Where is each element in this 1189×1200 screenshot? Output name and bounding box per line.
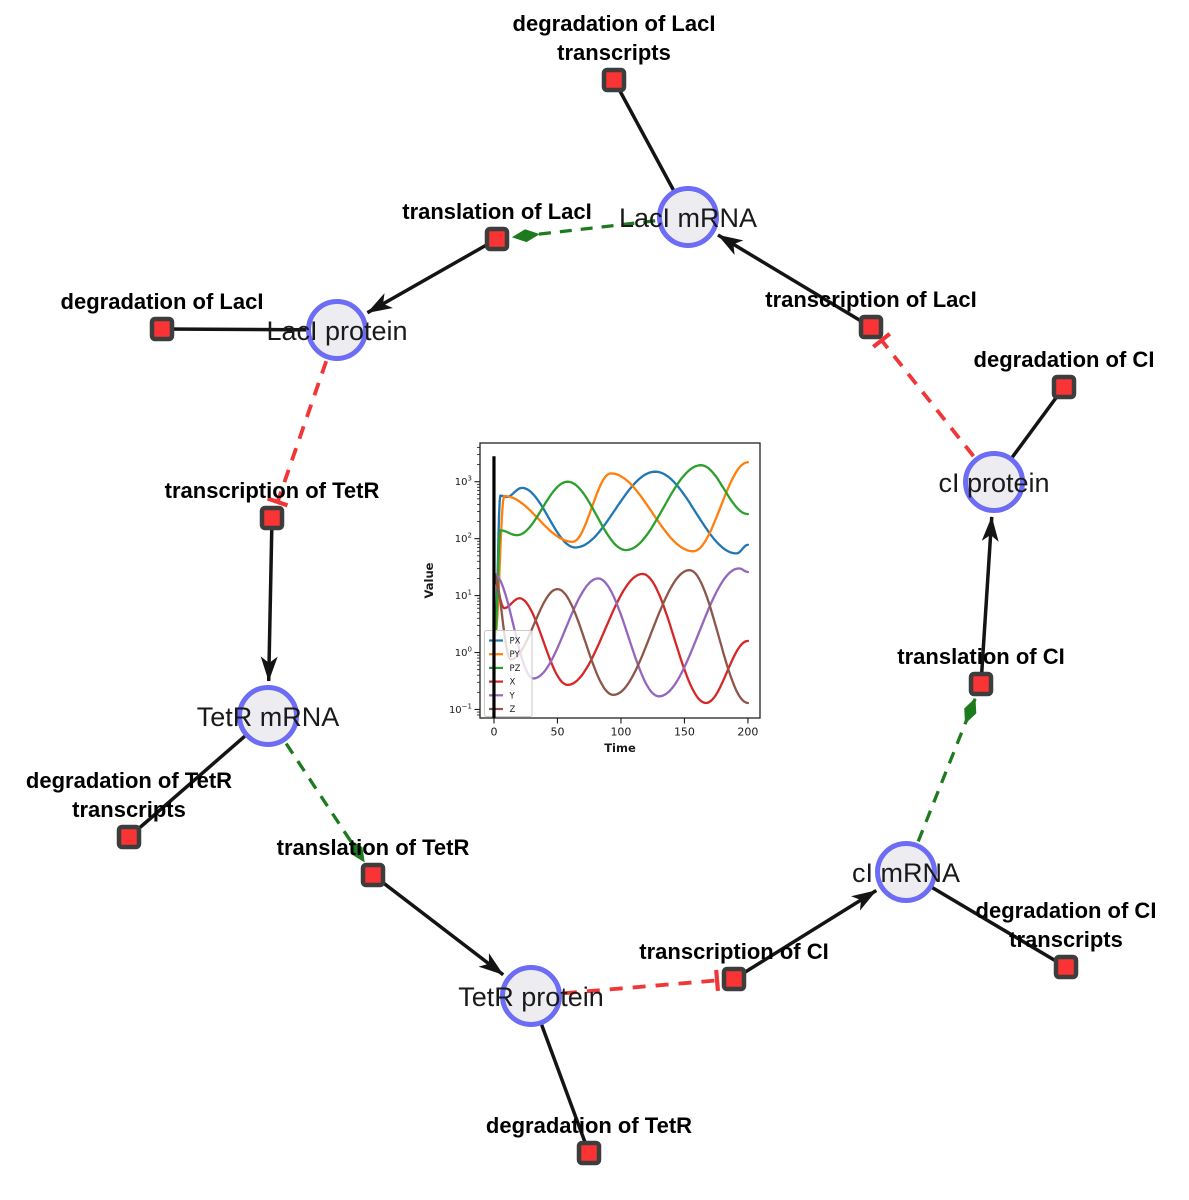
y-tick-label: 100 xyxy=(455,646,472,660)
species-node-laci-protein[interactable] xyxy=(306,299,368,361)
edge-inhibition-tetr-protein-to-transcription-ci[interactable] xyxy=(563,969,721,996)
reaction-label-deg-tetr: degradation of TetR xyxy=(486,1113,692,1138)
edge-inhibition-laci-protein-to-transcription-tetr[interactable] xyxy=(266,360,329,508)
species-node-tetr-mrna[interactable] xyxy=(237,685,299,747)
reaction-node-transcription-ci[interactable] xyxy=(721,966,747,992)
species-node-ci-protein[interactable] xyxy=(963,451,1025,513)
chart-series-PX xyxy=(494,470,750,637)
edge-modifier-ci-mrna-to-translation-ci[interactable] xyxy=(916,697,977,842)
reaction-node-deg-laci-transcripts[interactable] xyxy=(601,67,627,93)
nodes-layer xyxy=(116,67,1079,1166)
y-tick-label: 102 xyxy=(455,532,472,546)
edge-consumption-ci-mrna-to-deg-ci-transcripts[interactable] xyxy=(905,870,1067,969)
edges-layer xyxy=(127,79,1067,1154)
reaction-label-deg-ci: degradation of CI xyxy=(974,347,1155,372)
x-tick-label: 0 xyxy=(490,726,497,739)
reaction-node-deg-ci-transcripts[interactable] xyxy=(1053,954,1079,980)
legend-label-PX: PX xyxy=(510,637,521,647)
chart-series-X xyxy=(492,572,750,705)
reaction-label-deg-tetr-transcripts: degradation of TetR transcripts xyxy=(26,768,232,822)
legend-label-Y: Y xyxy=(509,691,516,701)
edge-production-transcription-laci-to-laci-mrna[interactable] xyxy=(717,233,872,329)
reaction-node-translation-laci[interactable] xyxy=(484,226,510,252)
species-label-tetr-protein: TetR protein xyxy=(458,982,604,1012)
edge-production-translation-tetr-to-tetr-protein[interactable] xyxy=(371,873,505,977)
reaction-label-transcription-laci: transcription of LacI xyxy=(765,287,976,312)
x-axis-label: Time xyxy=(604,741,636,755)
edge-inhibition-ci-protein-to-transcription-laci[interactable] xyxy=(872,332,975,458)
species-node-tetr-protein[interactable] xyxy=(500,965,562,1027)
chart-legend: PX PY PZ XYZ xyxy=(484,630,533,717)
labels-layer: LacI mRNA LacI protein cI protein TetR mRNA… xyxy=(26,11,1157,1138)
edge-modifier-tetr-mrna-to-translation-tetr[interactable] xyxy=(284,742,366,863)
reaction-label-translation-ci: translation of CI xyxy=(897,644,1064,669)
reaction-label-deg-laci-transcripts: degradation of LacI transcripts xyxy=(513,11,716,65)
x-tick-label: 200 xyxy=(737,726,758,739)
reaction-label-translation-laci: translation of LacI xyxy=(402,199,591,224)
reaction-label-transcription-ci: transcription of CI xyxy=(639,939,828,964)
species-label-tetr-mrna: TetR mRNA xyxy=(197,702,340,732)
species-label-laci-protein: LacI protein xyxy=(266,316,407,346)
edge-production-translation-laci-to-laci-protein[interactable] xyxy=(366,237,498,315)
x-tick-label: 50 xyxy=(550,726,564,739)
chart-series-Y xyxy=(492,567,750,698)
species-node-laci-mrna[interactable] xyxy=(657,186,719,248)
edge-production-transcription-tetr-to-tetr-mrna[interactable] xyxy=(260,517,278,682)
reaction-node-deg-laci[interactable] xyxy=(149,316,175,342)
species-label-ci-protein: cI protein xyxy=(938,468,1049,498)
reaction-node-translation-ci[interactable] xyxy=(968,671,994,697)
edge-modifier-laci-mrna-to-translation-laci[interactable] xyxy=(511,219,656,243)
reaction-node-transcription-tetr[interactable] xyxy=(259,505,285,531)
reaction-label-deg-laci: degradation of LacI xyxy=(61,289,264,314)
y-axis-label: Value xyxy=(422,562,436,598)
reaction-node-deg-ci[interactable] xyxy=(1051,374,1077,400)
legend-label-PZ: PZ xyxy=(510,664,521,674)
chart-series-PY xyxy=(494,461,750,637)
y-tick-label: 103 xyxy=(455,475,472,489)
reaction-label-translation-tetr: translation of TetR xyxy=(277,835,470,860)
species-label-ci-mrna: cI mRNA xyxy=(852,858,960,888)
chart-series-PZ xyxy=(494,464,750,637)
reaction-node-deg-tetr-transcripts[interactable] xyxy=(116,824,142,850)
y-tick-label: 101 xyxy=(455,589,472,603)
edge-production-transcription-ci-to-ci-mrna[interactable] xyxy=(733,889,878,981)
legend-label-PY: PY xyxy=(510,650,521,660)
y-tick-label: 10−1 xyxy=(449,702,472,716)
reaction-node-transcription-laci[interactable] xyxy=(858,314,884,340)
species-label-laci-mrna: LacI mRNA xyxy=(619,203,757,233)
x-tick-label: 150 xyxy=(674,726,695,739)
species-node-ci-mrna[interactable] xyxy=(875,841,937,903)
reaction-node-translation-tetr[interactable] xyxy=(360,862,386,888)
edge-production-translation-ci-to-ci-protein[interactable] xyxy=(979,516,999,685)
reaction-label-deg-ci-transcripts: degradation of CI transcripts xyxy=(976,898,1157,952)
x-tick-label: 100 xyxy=(610,726,631,739)
reaction-node-deg-tetr[interactable] xyxy=(576,1140,602,1166)
legend-box xyxy=(484,630,533,717)
legend-label-X: X xyxy=(510,678,516,688)
legend-label-Z: Z xyxy=(510,705,516,715)
reaction-label-transcription-tetr: transcription of TetR xyxy=(165,478,380,503)
chart-series-Z xyxy=(492,568,750,705)
chart-curves xyxy=(492,461,750,705)
